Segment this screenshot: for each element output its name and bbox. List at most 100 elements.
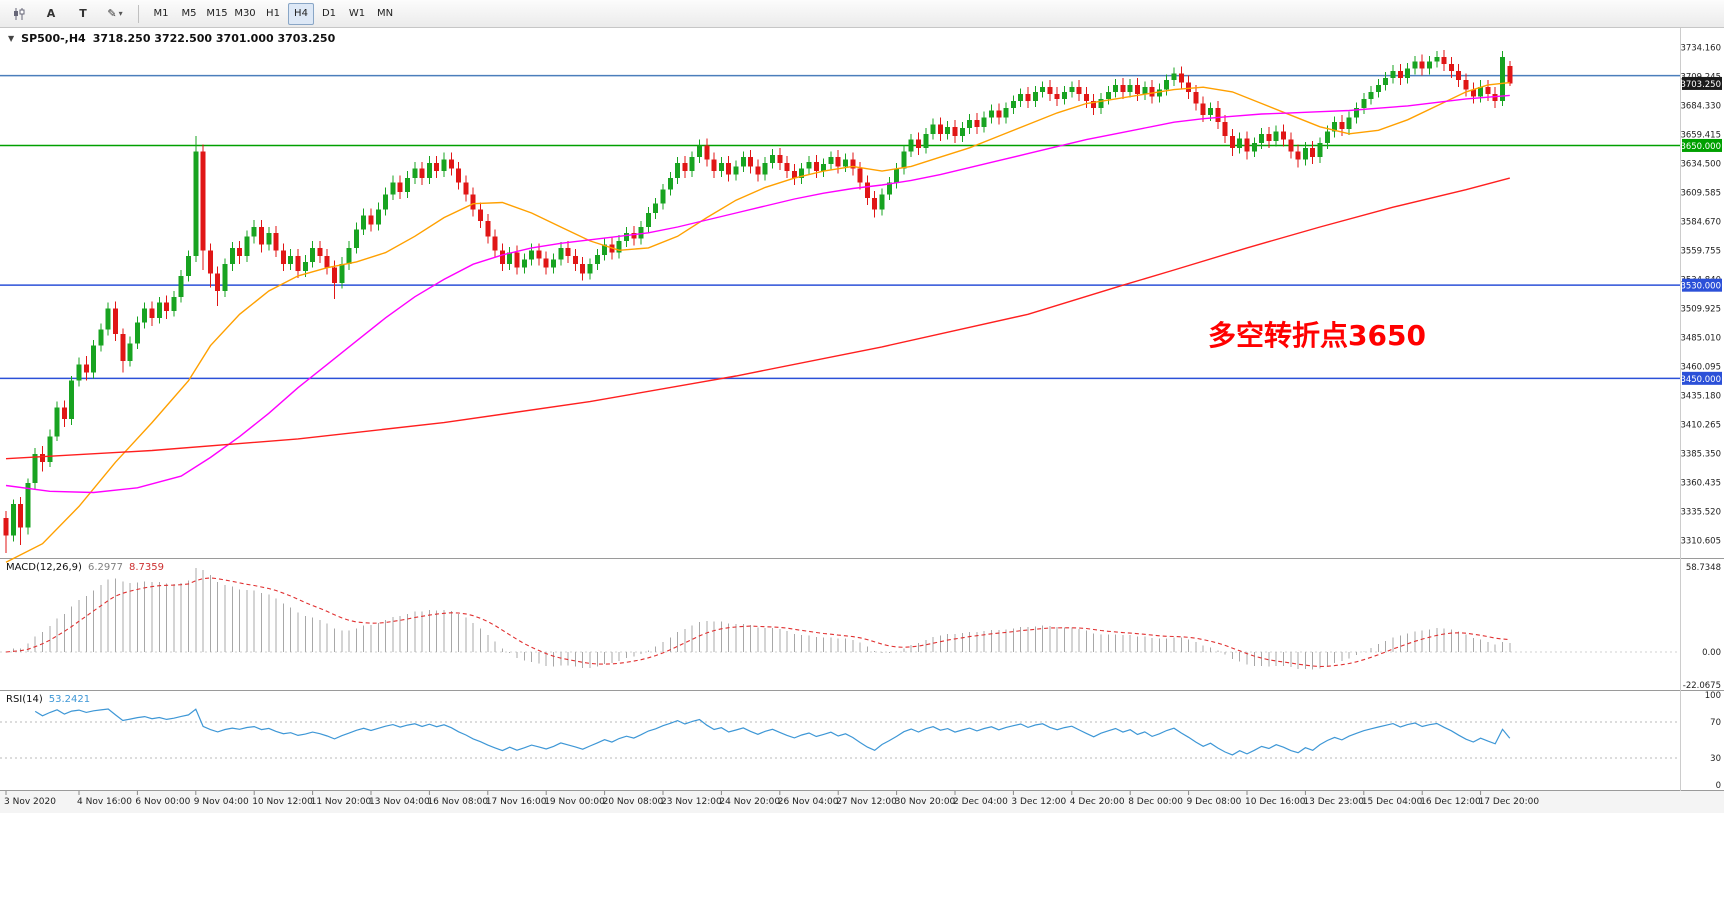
rsi-value: 53.2421 xyxy=(48,694,91,705)
svg-text:26 Nov 04:00: 26 Nov 04:00 xyxy=(778,797,839,807)
chart-header: ▼ SP500-,H4 3718.250 3722.500 3701.000 3… xyxy=(8,32,335,45)
svg-text:3385.350: 3385.350 xyxy=(1680,450,1721,460)
rsi-panel: 100 70 30 0 xyxy=(0,691,1721,791)
svg-text:3310.605: 3310.605 xyxy=(1680,537,1721,547)
svg-text:19 Nov 00:00: 19 Nov 00:00 xyxy=(544,797,605,807)
rsi-line xyxy=(34,708,1511,756)
svg-text:16 Dec 12:00: 16 Dec 12:00 xyxy=(1420,797,1481,807)
svg-text:15 Dec 04:00: 15 Dec 04:00 xyxy=(1362,797,1423,807)
svg-text:3335.520: 3335.520 xyxy=(1680,508,1721,518)
tf-button-m30[interactable]: M30 xyxy=(234,8,256,19)
svg-text:13 Nov 04:00: 13 Nov 04:00 xyxy=(369,797,430,807)
svg-text:2 Dec 04:00: 2 Dec 04:00 xyxy=(953,797,1008,807)
svg-text:3659.415: 3659.415 xyxy=(1680,130,1721,140)
macd-histogram xyxy=(12,568,1511,670)
hline-price-tag xyxy=(1682,278,1722,292)
ma-fast-line[interactable] xyxy=(5,81,1510,563)
svg-text:3559.755: 3559.755 xyxy=(1680,247,1721,257)
svg-text:4 Nov 16:00: 4 Nov 16:00 xyxy=(77,797,132,807)
hline-price-tag xyxy=(1682,371,1722,385)
ma-medium-line[interactable] xyxy=(5,94,1510,494)
svg-text:6 Nov 00:00: 6 Nov 00:00 xyxy=(135,797,190,807)
svg-text:3460.095: 3460.095 xyxy=(1680,363,1721,373)
svg-text:58.7348: 58.7348 xyxy=(1686,563,1721,573)
tf-button-mn[interactable]: MN xyxy=(376,8,394,19)
macd-title: MACD(12,26,9) xyxy=(6,562,82,573)
timeframe-group: M1 M5 M15 M30 H1 H4 D1 W1 MN xyxy=(147,2,399,25)
svg-text:-22.0675: -22.0675 xyxy=(1683,681,1721,691)
tf-button-m5[interactable]: M5 xyxy=(181,8,197,19)
svg-text:13 Dec 23:00: 13 Dec 23:00 xyxy=(1303,797,1364,807)
svg-text:30: 30 xyxy=(1710,754,1721,764)
macd-panel: 58.7348 0.00 -22.0675 xyxy=(0,563,1721,691)
chart-annotation-text[interactable]: 多空转折点3650 xyxy=(1208,319,1426,352)
svg-text:3703.250: 3703.250 xyxy=(1680,80,1721,90)
macd-main-value: 6.2977 xyxy=(87,562,123,573)
price-axis[interactable]: 3734.1603709.2453684.3303659.4153634.500… xyxy=(1680,43,1722,547)
svg-text:3634.500: 3634.500 xyxy=(1680,160,1721,170)
tf-button-m15[interactable]: M15 xyxy=(206,8,228,19)
svg-text:10 Dec 16:00: 10 Dec 16:00 xyxy=(1245,797,1306,807)
hline-price-tag xyxy=(1682,138,1722,152)
svg-text:3530.000: 3530.000 xyxy=(1680,282,1721,292)
svg-text:9 Dec 08:00: 9 Dec 08:00 xyxy=(1187,797,1242,807)
svg-text:8 Dec 00:00: 8 Dec 00:00 xyxy=(1128,797,1183,807)
svg-text:3684.330: 3684.330 xyxy=(1680,101,1721,111)
svg-text:0.00: 0.00 xyxy=(1702,648,1721,658)
current-price-tag xyxy=(1682,76,1722,90)
svg-text:3509.925: 3509.925 xyxy=(1680,305,1721,315)
svg-text:20 Nov 08:00: 20 Nov 08:00 xyxy=(603,797,664,807)
svg-text:30 Nov 20:00: 30 Nov 20:00 xyxy=(895,797,956,807)
svg-text:3 Nov 2020: 3 Nov 2020 xyxy=(4,797,56,807)
macd-signal-line xyxy=(5,577,1510,668)
svg-text:3 Dec 12:00: 3 Dec 12:00 xyxy=(1011,797,1066,807)
tf-button-h1[interactable]: H1 xyxy=(266,8,280,19)
tf-button-w1[interactable]: W1 xyxy=(348,8,366,19)
svg-text:3584.670: 3584.670 xyxy=(1680,218,1721,228)
draw-tools-dropdown[interactable]: ✎ ▾ xyxy=(100,3,130,25)
symbol-label: SP500-,H4 xyxy=(21,32,86,45)
pencil-icon: ✎ xyxy=(107,7,117,20)
ma-slow-line[interactable] xyxy=(5,177,1510,460)
svg-text:3734.160: 3734.160 xyxy=(1680,43,1721,53)
svg-text:16 Nov 08:00: 16 Nov 08:00 xyxy=(427,797,488,807)
tf-button-h4[interactable]: H4 xyxy=(288,2,314,25)
svg-text:11 Nov 20:00: 11 Nov 20:00 xyxy=(311,797,372,807)
rsi-title: RSI(14) xyxy=(6,694,43,705)
svg-text:4 Dec 20:00: 4 Dec 20:00 xyxy=(1070,797,1125,807)
candlestick-icon xyxy=(14,7,25,20)
one-click-trading-icon[interactable]: ▼ xyxy=(8,34,15,43)
svg-text:0: 0 xyxy=(1716,781,1721,791)
a-tool-button[interactable]: A xyxy=(46,7,56,20)
toolbar-separator xyxy=(138,4,139,23)
chevron-down-icon: ▾ xyxy=(118,9,123,18)
svg-text:70: 70 xyxy=(1710,718,1721,728)
t-tool-button[interactable]: T xyxy=(79,7,87,20)
svg-text:17 Dec 20:00: 17 Dec 20:00 xyxy=(1479,797,1540,807)
svg-text:10 Nov 12:00: 10 Nov 12:00 xyxy=(252,797,313,807)
svg-text:27 Nov 12:00: 27 Nov 12:00 xyxy=(836,797,897,807)
svg-text:3609.585: 3609.585 xyxy=(1680,189,1721,199)
svg-text:23 Nov 12:00: 23 Nov 12:00 xyxy=(661,797,722,807)
toolbar: A T ✎ ▾ M1 M5 M15 M30 H1 H4 D1 W1 MN xyxy=(0,0,1724,28)
svg-text:100: 100 xyxy=(1705,691,1721,701)
rsi-indicator-label: RSI(14) 53.2421 xyxy=(6,694,90,705)
tf-button-d1[interactable]: D1 xyxy=(321,8,337,19)
time-axis[interactable]: 3 Nov 2020 4 Nov 16:00 6 Nov 00:00 9 Nov 04… xyxy=(4,791,1539,807)
svg-text:3435.180: 3435.180 xyxy=(1680,392,1721,402)
tf-button-m1[interactable]: M1 xyxy=(153,8,169,19)
time-axis-strip[interactable] xyxy=(0,791,1724,813)
svg-text:3410.265: 3410.265 xyxy=(1680,421,1721,431)
chart-window-button[interactable] xyxy=(4,3,34,25)
svg-text:3650.000: 3650.000 xyxy=(1680,142,1721,152)
svg-text:3485.010: 3485.010 xyxy=(1680,334,1721,344)
svg-text:3450.000: 3450.000 xyxy=(1680,375,1721,385)
svg-text:17 Nov 16:00: 17 Nov 16:00 xyxy=(486,797,547,807)
macd-indicator-label: MACD(12,26,9) 6.2977 8.7359 xyxy=(6,562,164,573)
ohlc-values: 3718.250 3722.500 3701.000 3703.250 xyxy=(92,32,336,45)
candles-layer xyxy=(3,49,1513,553)
macd-signal-value: 8.7359 xyxy=(128,562,164,573)
svg-text:9 Nov 04:00: 9 Nov 04:00 xyxy=(194,797,249,807)
